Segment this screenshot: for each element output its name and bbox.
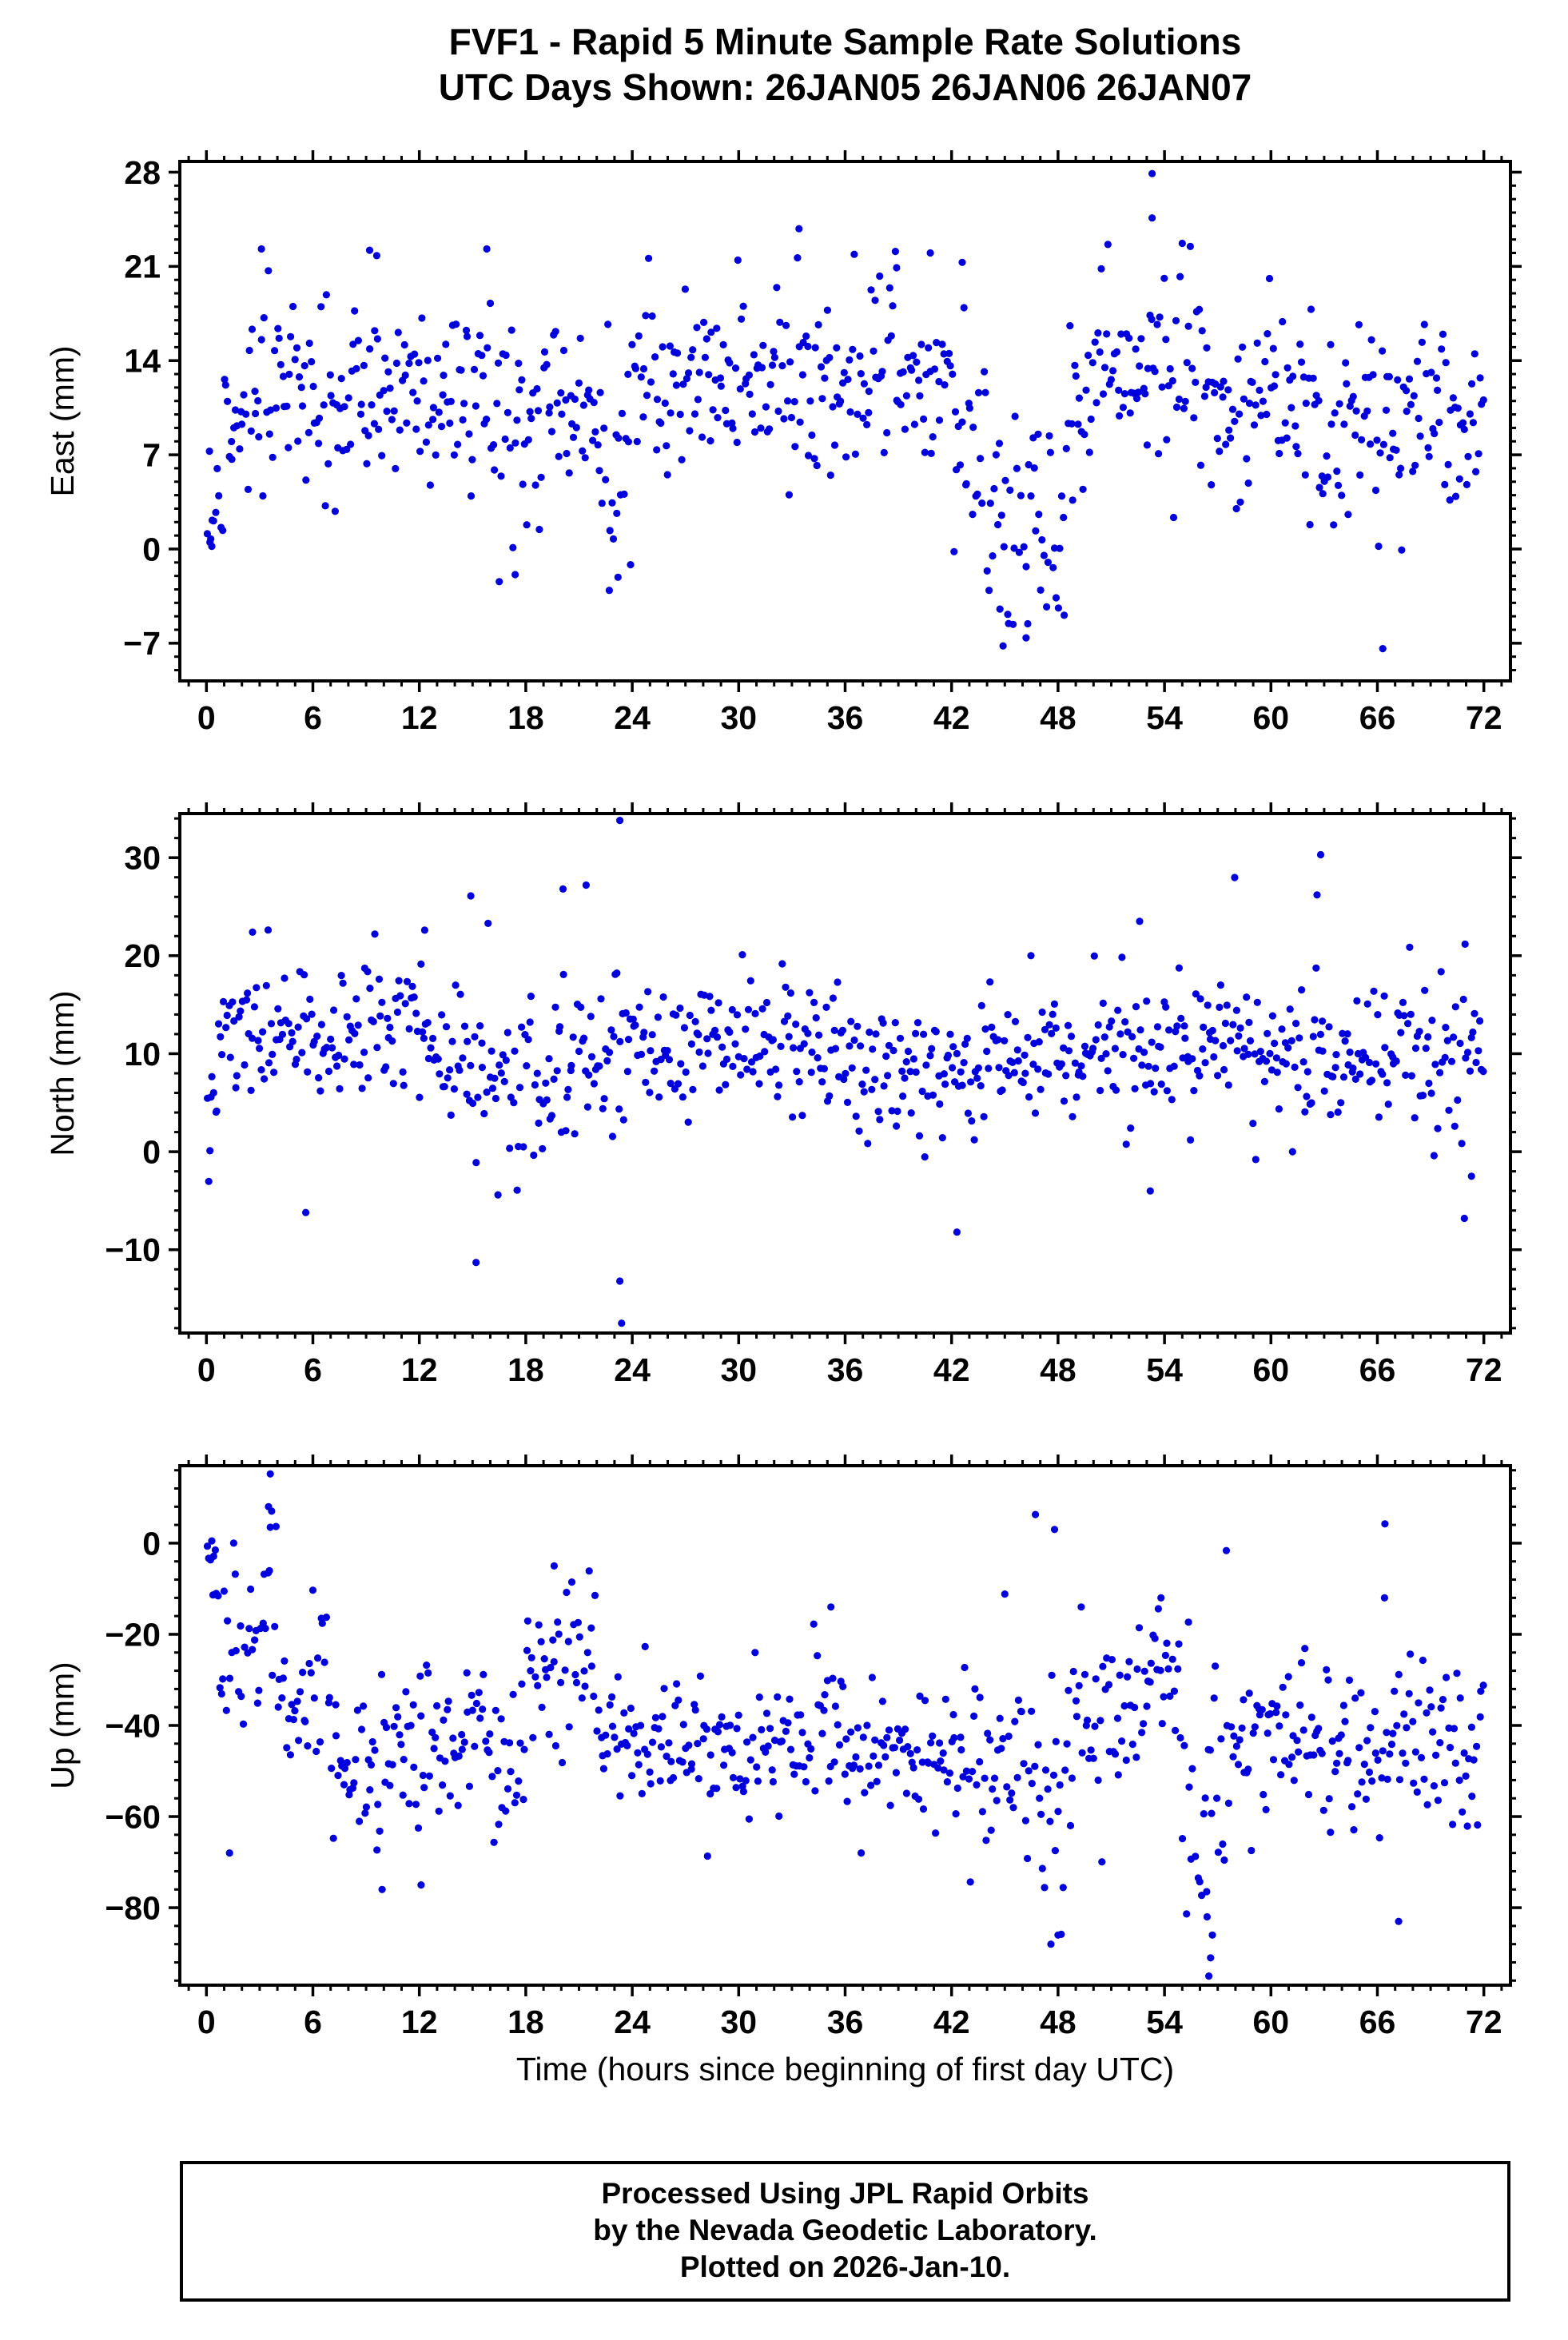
- svg-text:21: 21: [124, 249, 161, 285]
- svg-text:North (mm): North (mm): [44, 990, 81, 1156]
- footer-line-1: Processed Using JPL Rapid Orbits: [601, 2177, 1089, 2210]
- svg-text:36: 36: [827, 699, 864, 736]
- svg-text:48: 48: [1040, 1351, 1077, 1388]
- svg-text:66: 66: [1359, 1351, 1396, 1388]
- svg-text:72: 72: [1466, 699, 1502, 736]
- svg-text:60: 60: [1252, 1351, 1289, 1388]
- svg-text:−10: −10: [105, 1232, 161, 1268]
- svg-text:28: 28: [124, 154, 161, 191]
- svg-text:12: 12: [401, 2004, 438, 2040]
- svg-text:0: 0: [142, 1133, 161, 1170]
- svg-text:18: 18: [507, 699, 544, 736]
- svg-text:72: 72: [1466, 2004, 1502, 2040]
- svg-text:Up (mm): Up (mm): [44, 1661, 81, 1789]
- svg-text:54: 54: [1146, 2004, 1183, 2040]
- svg-text:East (mm): East (mm): [44, 345, 81, 496]
- svg-text:7: 7: [142, 436, 161, 473]
- svg-text:12: 12: [401, 1351, 438, 1388]
- svg-text:24: 24: [614, 1351, 651, 1388]
- svg-text:54: 54: [1146, 699, 1183, 736]
- svg-text:−40: −40: [105, 1707, 161, 1744]
- east-scatter-plot: 0 6 12 18 24 30 36 42 48 54 60 66 72 −7 0 7 14 21 28 East (…: [44, 150, 1522, 736]
- up-scatter-plot: 0 6 12 18 24 30 36 42 48 54 60 66 72 −80 −60 −40 −20 0 Up …: [44, 1455, 1522, 2040]
- footer-line-2: by the Nevada Geodetic Laboratory.: [593, 2214, 1097, 2246]
- svg-text:14: 14: [124, 343, 161, 380]
- svg-text:−80: −80: [105, 1889, 161, 1926]
- svg-text:10: 10: [124, 1036, 161, 1072]
- up-panel: 0 6 12 18 24 30 36 42 48 54 60 66 72 −80 −60 −40 −20 0 Up …: [0, 1448, 1568, 2100]
- svg-text:0: 0: [142, 1525, 161, 1562]
- chart-title-line1: FVF1 - Rapid 5 Minute Sample Rate Soluti…: [448, 21, 1242, 62]
- svg-text:24: 24: [614, 699, 651, 736]
- svg-text:0: 0: [197, 2004, 216, 2040]
- svg-text:18: 18: [507, 1351, 544, 1388]
- svg-text:36: 36: [827, 1351, 864, 1388]
- footer-credit-box: Processed Using JPL Rapid Orbits by the …: [180, 2161, 1510, 2302]
- svg-text:0: 0: [197, 1351, 216, 1388]
- svg-text:48: 48: [1040, 2004, 1077, 2040]
- chart-title: FVF1 - Rapid 5 Minute Sample Rate Soluti…: [180, 0, 1510, 110]
- svg-text:30: 30: [720, 1351, 757, 1388]
- svg-text:72: 72: [1466, 1351, 1502, 1388]
- svg-text:60: 60: [1252, 699, 1289, 736]
- svg-text:48: 48: [1040, 699, 1077, 736]
- north-scatter-plot: 0 6 12 18 24 30 36 42 48 54 60 66 72 −10 0 10 20 30 North …: [44, 802, 1522, 1388]
- svg-text:66: 66: [1359, 2004, 1396, 2040]
- svg-text:24: 24: [614, 2004, 651, 2040]
- footer-line-3: Plotted on 2026-Jan-10.: [679, 2250, 1011, 2283]
- svg-text:6: 6: [304, 2004, 322, 2040]
- svg-text:60: 60: [1252, 2004, 1289, 2040]
- east-panel: 0 6 12 18 24 30 36 42 48 54 60 66 72 −7 0 7 14 21 28 East (…: [0, 144, 1568, 796]
- svg-text:12: 12: [401, 699, 438, 736]
- svg-text:42: 42: [933, 2004, 970, 2040]
- svg-text:−60: −60: [105, 1798, 161, 1835]
- svg-text:0: 0: [142, 531, 161, 567]
- svg-text:54: 54: [1146, 1351, 1183, 1388]
- svg-text:30: 30: [720, 699, 757, 736]
- svg-text:6: 6: [304, 699, 322, 736]
- svg-text:42: 42: [933, 1351, 970, 1388]
- svg-text:18: 18: [507, 2004, 544, 2040]
- svg-text:66: 66: [1359, 699, 1396, 736]
- svg-text:6: 6: [304, 1351, 322, 1388]
- chart-title-line2: UTC Days Shown: 26JAN05 26JAN06 26JAN07: [438, 66, 1252, 108]
- svg-text:42: 42: [933, 699, 970, 736]
- svg-text:30: 30: [720, 2004, 757, 2040]
- svg-text:0: 0: [197, 699, 216, 736]
- x-axis-title: Time (hours since beginning of first day…: [515, 2051, 1175, 2087]
- north-panel: 0 6 12 18 24 30 36 42 48 54 60 66 72 −10 0 10 20 30 North …: [0, 796, 1568, 1448]
- svg-text:20: 20: [124, 937, 161, 974]
- svg-text:36: 36: [827, 2004, 864, 2040]
- svg-text:−7: −7: [123, 625, 161, 662]
- svg-text:−20: −20: [105, 1616, 161, 1653]
- svg-text:30: 30: [124, 840, 161, 877]
